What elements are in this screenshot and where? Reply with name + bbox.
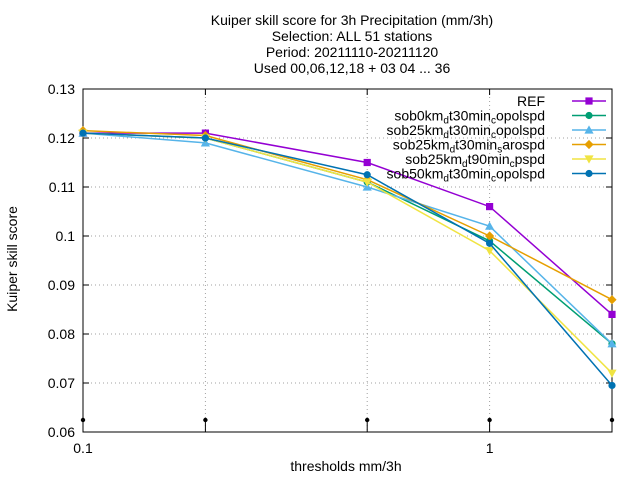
y-axis-ticks: 0.06 0.07 0.08 0.09 0.1 0.11 0.12 0.13: [48, 81, 612, 440]
x-tick-dot: [487, 417, 492, 423]
data-point: [363, 158, 371, 167]
data-point: [486, 203, 494, 211]
series-6: [79, 129, 616, 390]
data-point: [362, 178, 372, 187]
data-point: [486, 239, 494, 247]
legend-label: REF: [517, 93, 545, 109]
data-point: [485, 247, 495, 256]
x-tick-dot: [609, 417, 615, 423]
title-line-4: Used 00,06,12,18 + 03 04 ... 36: [254, 60, 451, 76]
data-point: [607, 369, 617, 378]
data-point: [363, 171, 371, 179]
x-axis-ticks: 0.1 1: [73, 89, 615, 456]
y-tick-label: 0.06: [48, 424, 75, 440]
grid-lines: [83, 89, 612, 432]
y-tick-label: 0.09: [48, 277, 75, 293]
plot-frame: [82, 88, 613, 433]
x-tick-dot: [80, 417, 86, 423]
data-point: [79, 129, 87, 137]
y-axis-label: Kuiper skill score: [4, 206, 20, 312]
data-point: [584, 125, 594, 134]
y-tick-label: 0.11: [49, 179, 75, 195]
title-line-1: Kuiper skill score for 3h Precipitation …: [211, 12, 493, 28]
data-point: [485, 221, 495, 230]
title-line-3: Period: 20211110-20211120: [266, 44, 439, 60]
x-tick-label: 0.1: [73, 440, 93, 456]
legend-label: sob25kmdt30mincopolspd: [387, 122, 545, 141]
legend-entry-5: sob25kmdt90mincpspd: [405, 151, 606, 170]
data-point: [608, 310, 616, 318]
legend-label: sob25kmdt30minsarospd: [393, 137, 545, 156]
data-point: [585, 111, 593, 120]
x-tick-dot: [203, 417, 208, 423]
x-axis-label: thresholds mm/3h: [290, 458, 401, 474]
legend-label: sob50kmdt30mincopolspd: [387, 166, 545, 185]
data-point: [201, 134, 209, 142]
legend-label: sob0kmdt30mincopolspd: [394, 108, 545, 127]
y-tick-label: 0.12: [48, 130, 75, 146]
data-point: [485, 231, 495, 241]
chart-title: Kuiper skill score for 3h Precipitation …: [211, 12, 493, 76]
legend: REFsob0kmdt30mincopolspdsob25kmdt30minco…: [387, 93, 606, 185]
legend-entry-4: sob25kmdt30minsarospd: [393, 137, 606, 156]
data-point: [607, 339, 617, 348]
data-point: [584, 139, 594, 150]
data-point: [585, 169, 593, 178]
title-line-2: Selection: ALL 51 stations: [272, 28, 433, 44]
data-point: [585, 97, 593, 105]
legend-label: sob25kmdt90mincpspd: [405, 151, 545, 170]
y-tick-label: 0.08: [48, 326, 75, 342]
y-tick-label: 0.1: [56, 228, 76, 244]
legend-entry-2: sob0kmdt30mincopolspd: [394, 108, 606, 127]
x-tick-dot: [365, 417, 370, 423]
plot-border: [82, 88, 613, 433]
data-point: [607, 295, 617, 305]
legend-entry-3: sob25kmdt30mincopolspd: [387, 122, 606, 141]
data-point: [584, 155, 594, 164]
y-tick-label: 0.13: [48, 81, 75, 97]
data-point: [608, 381, 616, 390]
series-group: [78, 126, 617, 390]
x-tick-label: 1: [486, 440, 494, 456]
legend-entry-6: sob50kmdt30mincopolspd: [387, 166, 606, 185]
legend-entry-1: REF: [517, 93, 606, 109]
y-tick-label: 0.07: [48, 375, 75, 391]
